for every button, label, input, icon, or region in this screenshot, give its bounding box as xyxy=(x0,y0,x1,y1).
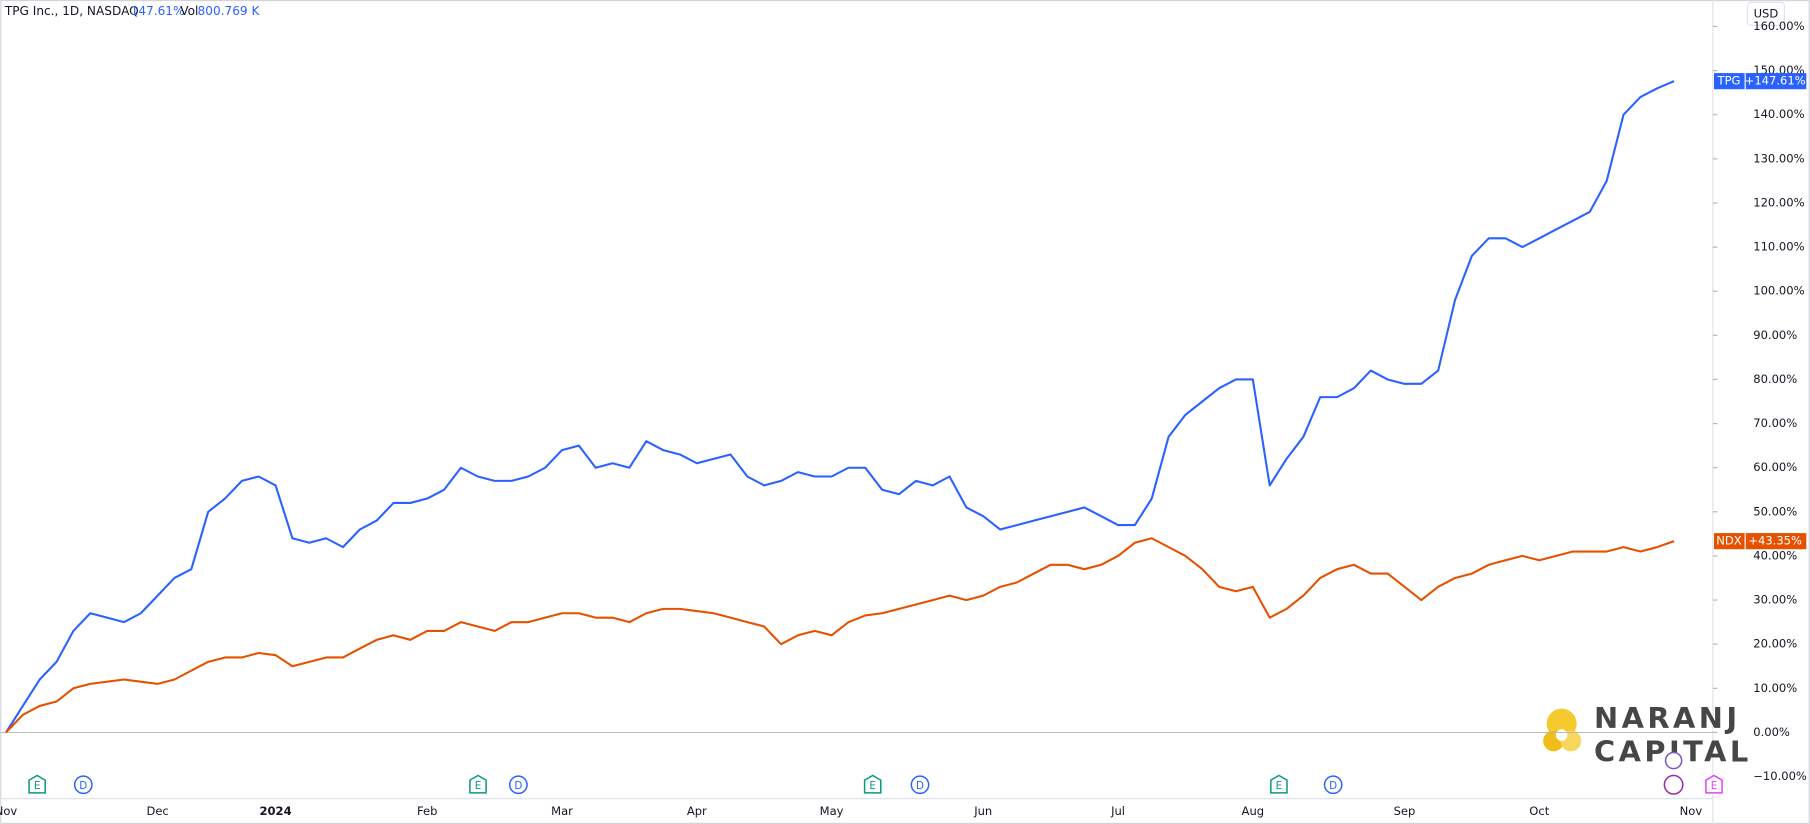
event-earnings xyxy=(863,774,882,794)
event-dividend[interactable] xyxy=(910,775,930,795)
x-tick-label: Nov xyxy=(0,804,17,818)
event-dividend[interactable] xyxy=(508,775,528,795)
x-tick-label: Jun xyxy=(973,804,992,818)
price-tag xyxy=(1713,533,1807,550)
y-tick-label: 120.00% xyxy=(1753,195,1804,209)
y-tick-label: 130.00% xyxy=(1753,151,1804,165)
x-tick-label: Mar xyxy=(551,804,573,818)
y-tick-label: 10.00% xyxy=(1753,681,1797,695)
y-tick-label: 50.00% xyxy=(1753,504,1797,518)
x-tick-label: 2024 xyxy=(260,804,292,818)
vol-value: 800.769 K xyxy=(198,4,261,18)
y-tick-label: 80.00% xyxy=(1753,372,1797,386)
watermark-line1: NARANJ xyxy=(1594,701,1741,735)
y-tick-label: 0.00% xyxy=(1753,725,1790,739)
y-tick-label: 70.00% xyxy=(1753,416,1797,430)
last-value-tag: +147.61% xyxy=(1745,74,1806,88)
currency-button[interactable] xyxy=(1746,1,1785,26)
y-tick-label: 140.00% xyxy=(1753,107,1804,121)
event-label: E xyxy=(1711,780,1718,792)
price-tag xyxy=(1713,73,1807,90)
event-label: E xyxy=(34,780,41,792)
x-tick-label: Feb xyxy=(417,804,437,818)
y-tick-label: 100.00% xyxy=(1753,284,1804,298)
event-label: E xyxy=(1276,780,1283,792)
x-tick-label: May xyxy=(820,804,844,818)
logo-center xyxy=(1555,729,1568,741)
event-label: D xyxy=(514,780,522,792)
x-tick-label: Oct xyxy=(1529,804,1549,818)
x-tick-label: Jul xyxy=(1110,804,1125,818)
series-name-tag: TPG xyxy=(1717,74,1741,88)
event-icon xyxy=(1664,751,1683,770)
event-label: D xyxy=(79,780,87,792)
x-tick-label: Aug xyxy=(1242,804,1265,818)
series-line xyxy=(5,537,1675,734)
y-tick-label: 20.00% xyxy=(1753,637,1797,651)
y-tick-label: 60.00% xyxy=(1753,460,1797,474)
symbol: TPG Inc., 1D, NASDAQ xyxy=(4,4,139,18)
x-tick-label: Apr xyxy=(687,804,707,818)
change: 147.61% xyxy=(131,4,185,18)
event-earnings xyxy=(1270,774,1288,794)
event-earnings xyxy=(1705,774,1723,794)
event-label: E xyxy=(869,780,876,792)
event-label: D xyxy=(1329,780,1337,792)
vol-label: Vol xyxy=(180,4,198,18)
event-label: E xyxy=(475,780,482,792)
event-dividend[interactable] xyxy=(1323,775,1343,795)
event-label: D xyxy=(916,780,924,792)
event-earnings xyxy=(469,774,487,794)
series-line xyxy=(5,80,1675,734)
x-tick-label: Sep xyxy=(1394,804,1416,818)
y-tick-label: 160.00% xyxy=(1753,19,1804,33)
x-tick-label: Dec xyxy=(146,804,168,818)
currency[interactable]: USD xyxy=(1754,6,1779,20)
series-name-tag: NDX xyxy=(1716,534,1742,548)
y-tick-label: 40.00% xyxy=(1753,548,1797,562)
x-tick-label: Nov xyxy=(1680,804,1703,818)
y-tick-label: 110.00% xyxy=(1753,240,1804,254)
event-icon xyxy=(1663,774,1684,795)
y-tick-label: −10.00% xyxy=(1753,769,1807,783)
y-tick-label: 30.00% xyxy=(1753,593,1797,607)
last-value-tag: +43.35% xyxy=(1748,534,1802,548)
y-tick-label: 90.00% xyxy=(1753,328,1797,342)
event-earnings xyxy=(28,774,46,794)
event-dividend[interactable] xyxy=(73,775,93,795)
